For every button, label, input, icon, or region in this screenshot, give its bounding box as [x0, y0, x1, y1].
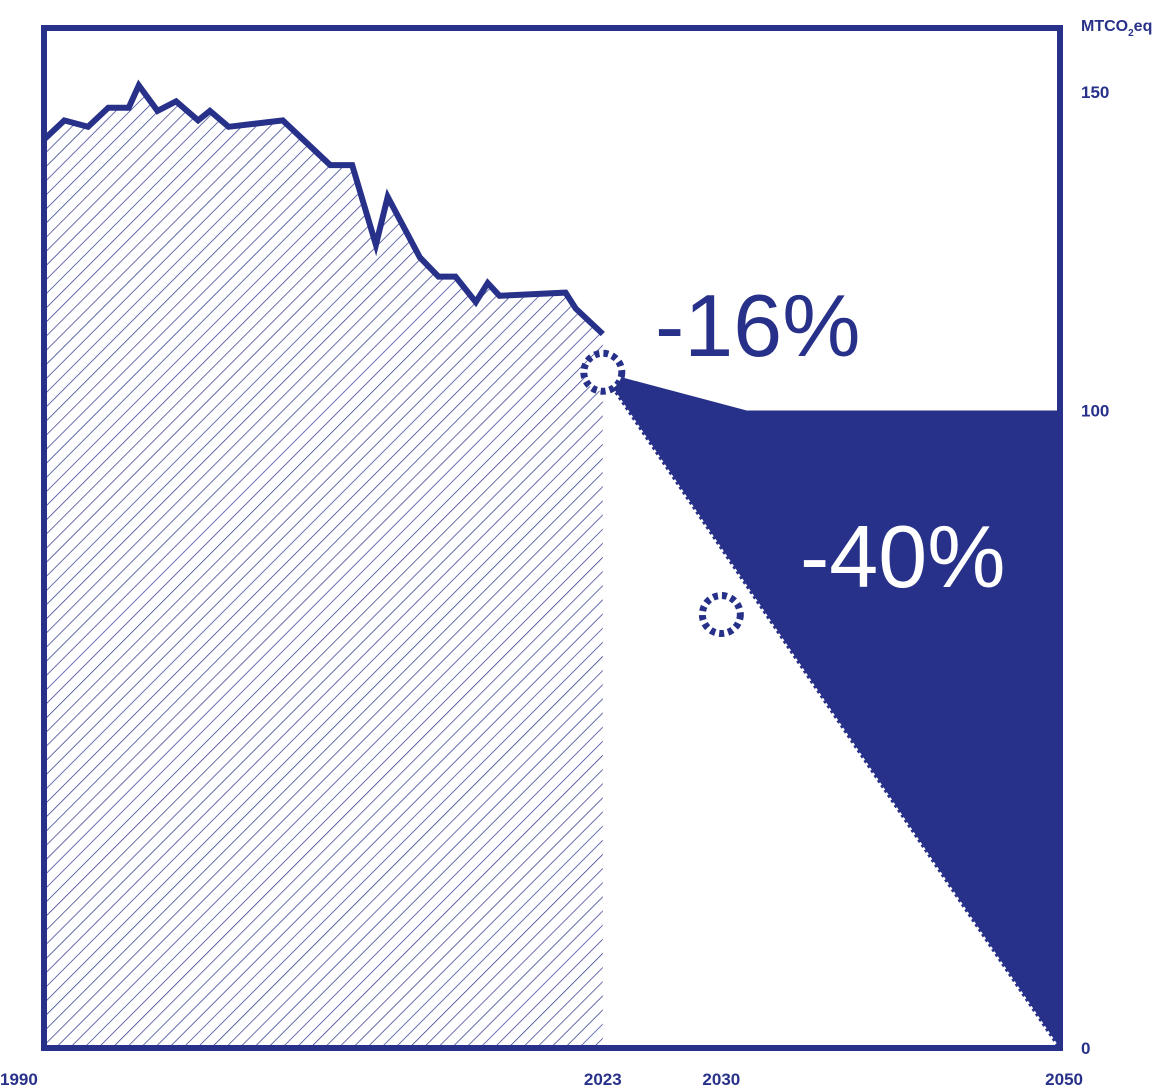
milestones	[580, 349, 744, 637]
y-axis-unit-label: MTCO2eq	[1081, 18, 1152, 39]
y-tick-label: 100	[1081, 402, 1109, 421]
x-axis-ticks: 1990 2023 2030 2050	[0, 1070, 1083, 1089]
reduction-gap-area	[602, 372, 1060, 1048]
y-axis-ticks: 0 100 150	[1081, 83, 1109, 1058]
x-tick-label: 2050	[1045, 1070, 1083, 1089]
milestone-label: -16%	[655, 276, 860, 375]
milestone-marker	[698, 592, 744, 637]
milestone-label: -40%	[800, 507, 1005, 606]
y-tick-label: 150	[1081, 83, 1109, 102]
x-tick-label: 2023	[584, 1070, 622, 1089]
x-tick-label: 2030	[702, 1070, 740, 1089]
x-tick-label: 1990	[0, 1070, 38, 1089]
milestone-marker	[580, 349, 626, 395]
target-trajectory-line	[601, 371, 1062, 1050]
historical-emissions-area	[44, 85, 603, 1048]
chart-frame	[41, 25, 1063, 1051]
plot-area	[41, 79, 1062, 1050]
historical-emissions-line	[41, 79, 605, 337]
y-tick-label: 0	[1081, 1039, 1090, 1058]
milestone-labels: -16% -40%	[655, 276, 1005, 606]
